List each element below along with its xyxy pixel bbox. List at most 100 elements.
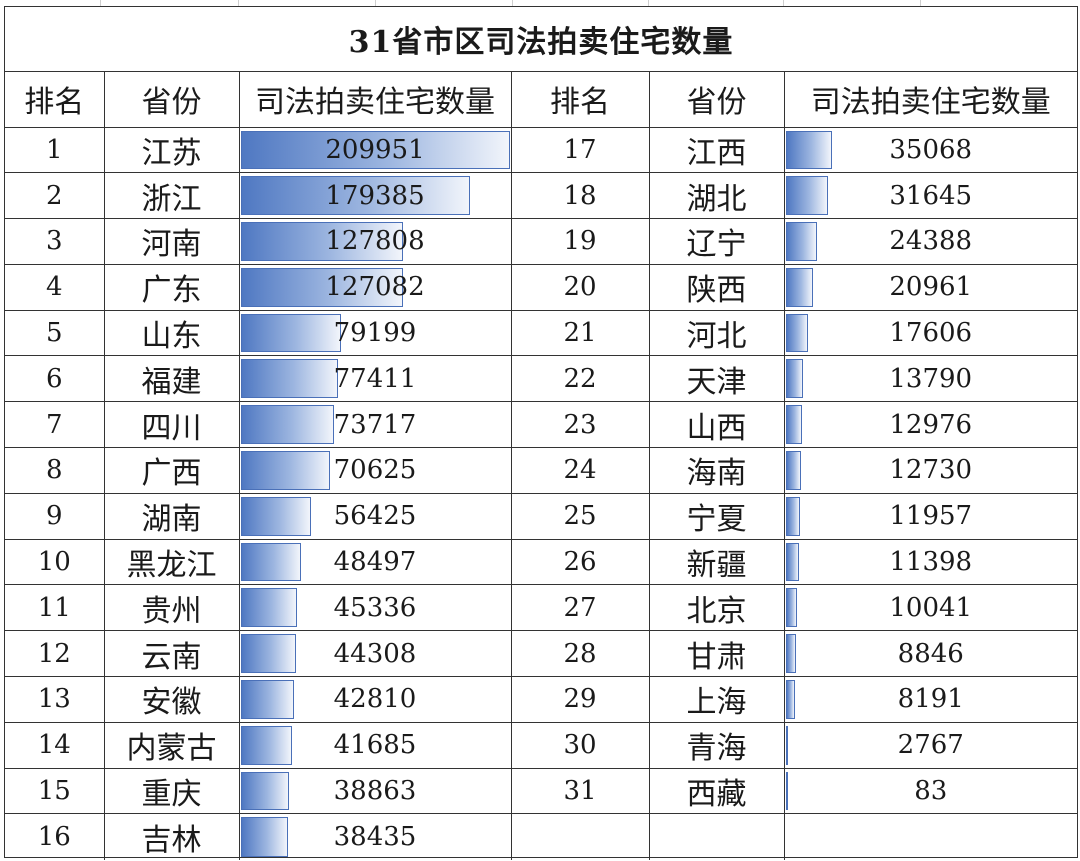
- left-province-cell: 广西: [103, 447, 240, 494]
- header-rank-right: 排名: [510, 72, 650, 128]
- header-count-right: 司法拍卖住宅数量: [783, 72, 1077, 128]
- left-province-cell: 安徽: [103, 676, 240, 723]
- right-rank-cell: 30: [510, 721, 650, 769]
- right-province-cell: 甘肃: [648, 630, 785, 678]
- count-value: 70625: [333, 455, 417, 486]
- table-row: 16 吉林 38435: [5, 813, 1077, 860]
- ranking-table-container: 31省市区司法拍卖住宅数量 排名 省份 司法拍卖住宅数量 排名 省份 司法拍卖住…: [4, 6, 1078, 860]
- header-province-left: 省份: [103, 72, 240, 128]
- data-bar: [240, 817, 289, 857]
- table-title: 31省市区司法拍卖住宅数量: [5, 7, 1077, 72]
- ranking-table: 排名 省份 司法拍卖住宅数量 排名 省份 司法拍卖住宅数量 1 江苏 209951 1…: [5, 72, 1077, 860]
- data-bar: [240, 725, 293, 765]
- data-bar: [240, 496, 312, 536]
- data-bar: [240, 542, 302, 582]
- count-value: 24388: [889, 226, 973, 257]
- right-count-cell: 8846: [783, 630, 1077, 678]
- table-row: 8 广西 70625 24 海南 12730: [5, 447, 1077, 494]
- right-province-cell: 江西: [648, 126, 785, 174]
- header-row: 排名 省份 司法拍卖住宅数量 排名 省份 司法拍卖住宅数量: [5, 72, 1077, 128]
- data-bar: [785, 771, 788, 811]
- data-bar: [240, 634, 296, 674]
- data-bar: [785, 588, 798, 628]
- data-bar: [240, 359, 339, 399]
- right-province-cell: 青海: [648, 721, 785, 769]
- data-bar: [785, 451, 802, 490]
- count-value: 209951: [325, 134, 425, 165]
- count-value: 38863: [333, 776, 417, 807]
- data-bar: [785, 405, 802, 445]
- data-bar: [240, 588, 298, 628]
- right-rank-cell: 29: [510, 676, 650, 723]
- left-count-cell: 209951: [238, 126, 512, 174]
- data-bar: [240, 222, 404, 261]
- left-province-cell: 浙江: [103, 172, 240, 220]
- right-rank-cell: 21: [510, 309, 650, 357]
- right-province-cell: 北京: [648, 584, 785, 632]
- right-province-cell: 陕西: [648, 263, 785, 311]
- count-value: 38435: [333, 822, 417, 853]
- table-row: 5 山东 79199 21 河北 17606: [5, 309, 1077, 357]
- right-rank-cell: 31: [510, 767, 650, 815]
- left-count-cell: 38435: [238, 813, 512, 860]
- left-count-cell: 56425: [238, 492, 512, 540]
- data-bar: [785, 542, 800, 582]
- right-province-cell: 海南: [648, 447, 785, 494]
- count-value: 12730: [889, 455, 973, 486]
- right-count-cell: 20961: [783, 263, 1077, 311]
- right-rank-cell: 24: [510, 447, 650, 494]
- right-count-cell: 11957: [783, 492, 1077, 540]
- left-province-cell: 福建: [103, 355, 240, 403]
- right-count-cell: 10041: [783, 584, 1077, 632]
- left-rank-cell: 11: [5, 584, 105, 632]
- left-count-cell: 127082: [238, 263, 512, 311]
- left-rank-cell: 4: [5, 263, 105, 311]
- right-rank-cell: 20: [510, 263, 650, 311]
- right-province-cell: 山西: [648, 401, 785, 449]
- right-rank-cell: 23: [510, 401, 650, 449]
- left-province-cell: 江苏: [103, 126, 240, 174]
- right-count-cell: 2767: [783, 721, 1077, 769]
- header-rank-left: 排名: [5, 72, 105, 128]
- table-row: 2 浙江 179385 18 湖北 31645: [5, 172, 1077, 220]
- right-rank-cell: [510, 813, 650, 860]
- right-count-cell: 17606: [783, 309, 1077, 357]
- count-value: 31645: [889, 180, 973, 211]
- count-value: 8191: [897, 684, 964, 715]
- count-value: 17606: [889, 318, 973, 349]
- right-rank-cell: 27: [510, 584, 650, 632]
- right-province-cell: 辽宁: [648, 218, 785, 265]
- left-rank-cell: 3: [5, 218, 105, 265]
- left-province-cell: 黑龙江: [103, 538, 240, 586]
- data-bar: [785, 313, 809, 353]
- right-province-cell: [648, 813, 785, 860]
- left-rank-cell: 8: [5, 447, 105, 494]
- right-rank-cell: 22: [510, 355, 650, 403]
- right-province-cell: 西藏: [648, 767, 785, 815]
- count-value: 10041: [889, 592, 973, 623]
- count-value: 8846: [897, 638, 964, 669]
- left-province-cell: 四川: [103, 401, 240, 449]
- count-value: 127082: [325, 272, 425, 303]
- data-bar: [240, 771, 289, 811]
- table-row: 13 安徽 42810 29 上海 8191: [5, 676, 1077, 723]
- right-rank-cell: 19: [510, 218, 650, 265]
- count-value: 77411: [333, 363, 417, 394]
- header-province-right: 省份: [648, 72, 785, 128]
- count-value: 11957: [889, 501, 973, 532]
- left-count-cell: 38863: [238, 767, 512, 815]
- count-value: 42810: [333, 684, 417, 715]
- data-bar: [785, 359, 803, 399]
- right-count-cell: [783, 813, 1077, 860]
- count-value: 79199: [333, 318, 417, 349]
- right-province-cell: 上海: [648, 676, 785, 723]
- data-bar: [785, 176, 828, 216]
- left-count-cell: 45336: [238, 584, 512, 632]
- left-province-cell: 重庆: [103, 767, 240, 815]
- left-count-cell: 77411: [238, 355, 512, 403]
- data-bar: [785, 267, 813, 307]
- table-row: 6 福建 77411 22 天津 13790: [5, 355, 1077, 403]
- right-rank-cell: 28: [510, 630, 650, 678]
- count-value: 127808: [325, 226, 425, 257]
- right-rank-cell: 25: [510, 492, 650, 540]
